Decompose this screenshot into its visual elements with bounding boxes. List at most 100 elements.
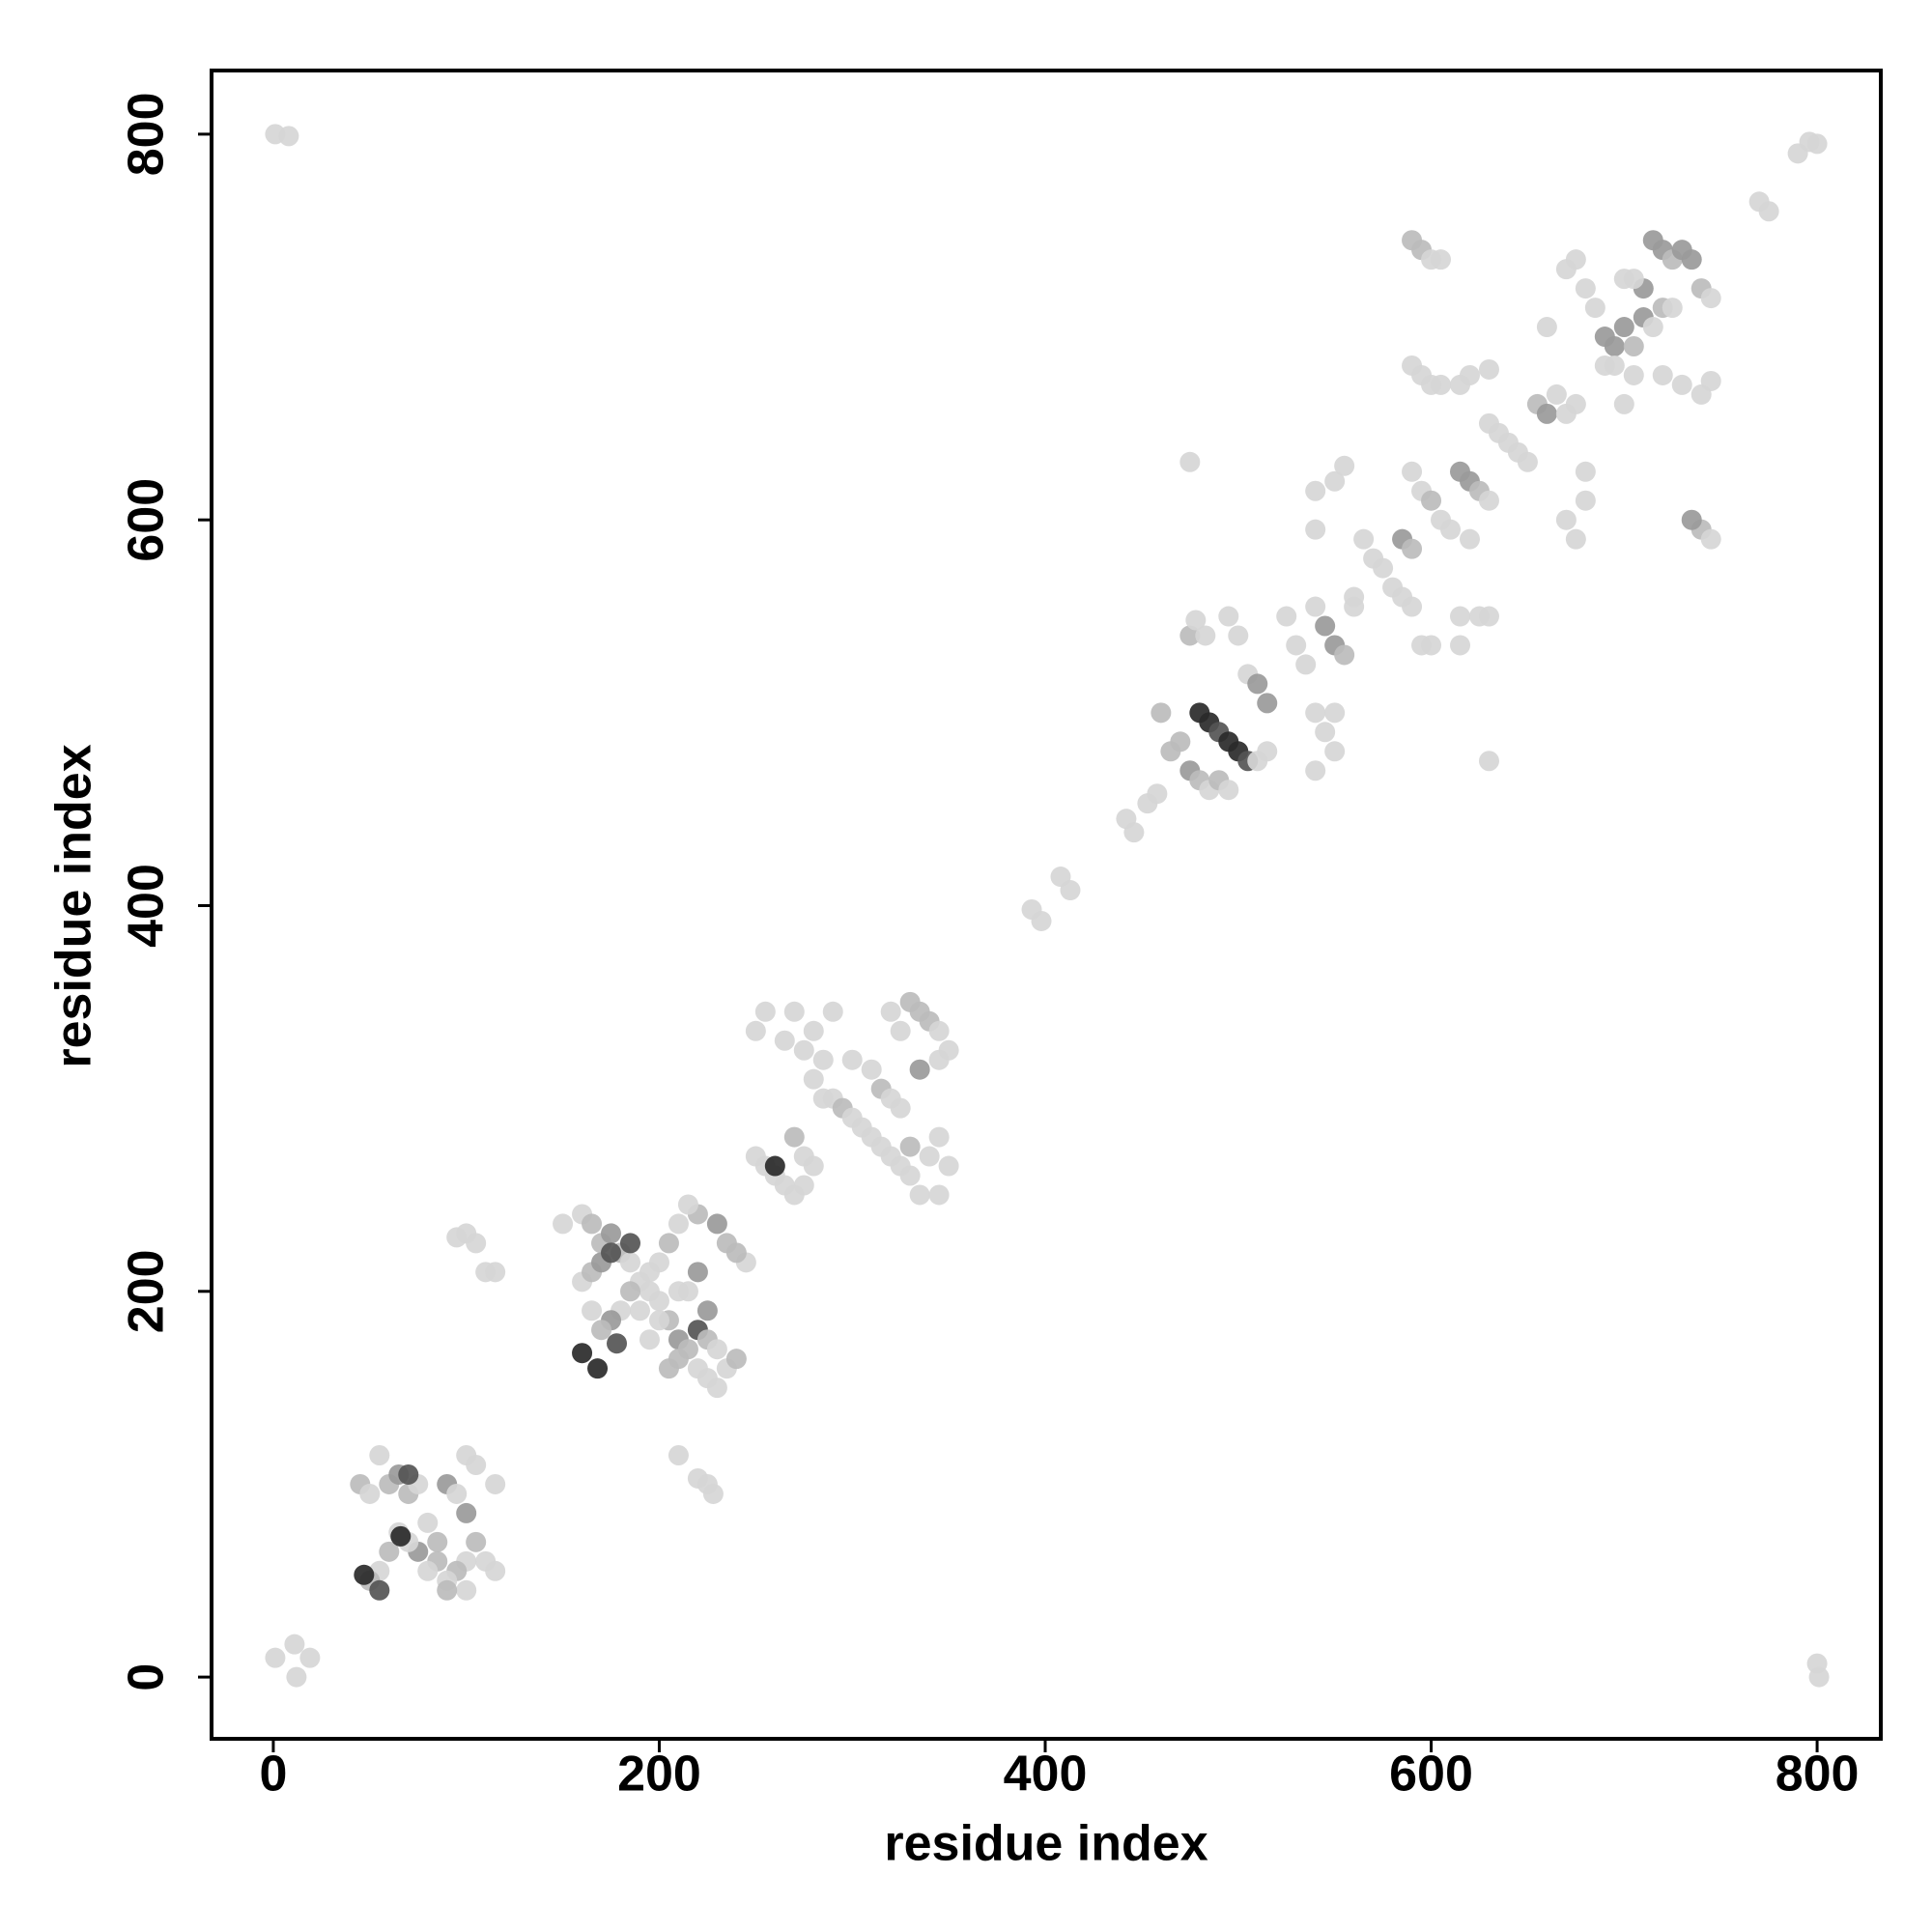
point [619, 1233, 640, 1254]
point [1700, 288, 1721, 309]
point [607, 1333, 628, 1354]
point [1787, 143, 1808, 164]
y-tick-label: 800 [119, 93, 175, 177]
point [909, 1059, 930, 1080]
point [919, 1146, 940, 1167]
point [1195, 625, 1216, 646]
point [601, 1242, 622, 1264]
point [1478, 358, 1499, 380]
point [485, 1262, 506, 1283]
point [1450, 635, 1471, 656]
point [437, 1579, 458, 1601]
point [1373, 557, 1394, 579]
point [466, 1454, 487, 1475]
point [1806, 133, 1828, 155]
point [591, 1320, 612, 1341]
point [1623, 336, 1644, 357]
point [1257, 693, 1278, 714]
point [639, 1329, 660, 1350]
point [485, 1560, 506, 1581]
point [928, 1126, 950, 1148]
point [1179, 451, 1201, 472]
point [1565, 393, 1586, 414]
point [648, 1291, 669, 1312]
point [1276, 606, 1297, 627]
x-tick-label: 800 [1776, 1747, 1860, 1803]
point [928, 1020, 950, 1041]
point [774, 1030, 795, 1051]
point [1247, 673, 1268, 695]
point [803, 1068, 824, 1090]
point [265, 1647, 286, 1668]
point [841, 1049, 863, 1070]
point [880, 1001, 901, 1022]
point [706, 1213, 727, 1235]
point [639, 1262, 660, 1283]
point [466, 1233, 487, 1254]
point [1536, 403, 1557, 424]
point [1613, 317, 1634, 338]
point [1604, 355, 1625, 376]
point [619, 1281, 640, 1302]
point [1575, 490, 1596, 511]
point [1353, 528, 1375, 550]
point [1700, 370, 1721, 391]
point [629, 1300, 650, 1321]
point [1671, 374, 1692, 395]
y-tick-label: 400 [119, 864, 175, 948]
point [687, 1262, 708, 1283]
point [1179, 625, 1201, 646]
point [1459, 528, 1480, 550]
point [890, 1020, 911, 1041]
point [812, 1088, 834, 1109]
point [286, 1666, 307, 1688]
point [668, 1281, 689, 1302]
point [587, 1358, 609, 1379]
point [658, 1358, 679, 1379]
point [1305, 480, 1326, 501]
point [1613, 393, 1634, 414]
point [1185, 610, 1207, 631]
point [1565, 528, 1586, 550]
point [793, 1175, 814, 1196]
point [648, 1310, 669, 1331]
point [668, 1213, 689, 1235]
point [1170, 731, 1191, 753]
point [485, 1473, 506, 1494]
point [1324, 470, 1346, 492]
point [725, 1349, 747, 1370]
x-tick-label: 0 [259, 1747, 287, 1803]
point [890, 1097, 911, 1119]
point [1344, 586, 1365, 608]
point [572, 1343, 593, 1364]
point [1218, 606, 1239, 627]
point [1334, 644, 1355, 666]
point [1546, 384, 1567, 405]
point [1681, 509, 1702, 530]
point [702, 1483, 724, 1504]
point [1623, 269, 1644, 290]
point [1584, 298, 1605, 319]
point [369, 1579, 390, 1601]
point [1421, 490, 1442, 511]
point [1295, 654, 1317, 675]
point [1305, 596, 1326, 617]
point [783, 1001, 805, 1022]
point [754, 1001, 776, 1022]
point [1315, 615, 1336, 637]
point [456, 1579, 477, 1601]
point [1536, 317, 1557, 338]
point [1123, 822, 1145, 843]
point [369, 1445, 390, 1466]
point [601, 1223, 622, 1244]
point [706, 1339, 727, 1360]
point [1218, 780, 1239, 801]
point [1305, 702, 1326, 724]
point [1228, 625, 1249, 646]
point [1575, 461, 1596, 482]
point [1808, 1666, 1830, 1688]
point [398, 1463, 419, 1485]
point [706, 1378, 727, 1399]
